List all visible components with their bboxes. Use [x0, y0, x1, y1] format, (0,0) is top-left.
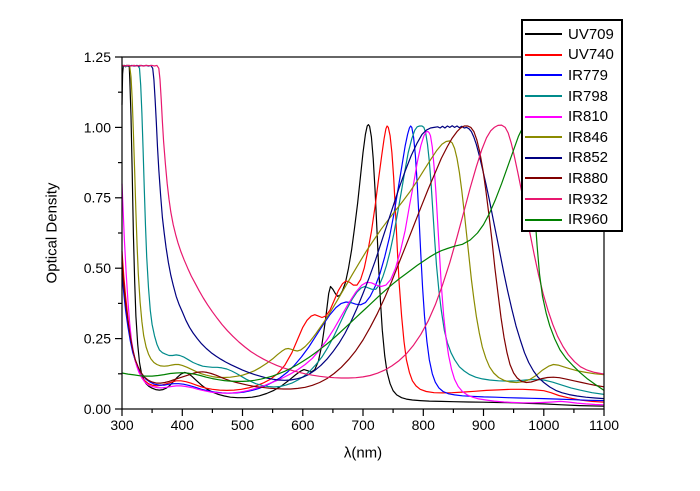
y-axis-label: Optical Density — [43, 182, 61, 284]
legend-label: UV709 — [568, 25, 614, 43]
x-tick-label: 600 — [291, 417, 315, 433]
legend-item-IR852: IR852 — [523, 148, 621, 169]
x-axis-label: λ(nm) — [343, 444, 383, 462]
y-tick-label: 1.25 — [84, 49, 111, 65]
legend-swatch — [525, 33, 562, 36]
y-tick-label: 1.00 — [84, 119, 111, 135]
legend-label: IR779 — [568, 66, 609, 84]
legend-swatch — [525, 156, 562, 159]
legend: UV709 UV740 IR779 IR798 IR810 IR846 IR852 IR880… — [521, 19, 623, 232]
legend-label: IR852 — [568, 149, 609, 167]
x-tick-label: 900 — [472, 417, 496, 433]
legend-item-UV709: UV709 — [523, 24, 621, 45]
x-tick-label: 800 — [412, 417, 436, 433]
legend-label: IR798 — [568, 87, 609, 105]
legend-item-IR880: IR880 — [523, 168, 621, 189]
y-tick-label: 0.50 — [84, 260, 111, 276]
legend-swatch — [525, 177, 562, 180]
legend-item-IR932: IR932 — [523, 189, 621, 210]
x-tick-label: 400 — [171, 417, 195, 433]
legend-swatch — [525, 53, 562, 56]
legend-item-IR846: IR846 — [523, 127, 621, 148]
series-line-IR779 — [121, 125, 605, 402]
x-tick-label: 300 — [110, 417, 134, 433]
legend-item-UV740: UV740 — [523, 45, 621, 66]
series-line-IR798 — [121, 64, 605, 395]
x-tick-label: 1000 — [528, 417, 559, 433]
legend-label: IR880 — [568, 169, 609, 187]
legend-label: IR960 — [568, 211, 609, 229]
legend-swatch — [525, 74, 562, 77]
legend-item-IR779: IR779 — [523, 65, 621, 86]
legend-swatch — [525, 136, 562, 139]
legend-label: UV740 — [568, 46, 614, 64]
series-line-IR932 — [121, 64, 605, 379]
series-line-IR852 — [121, 64, 605, 400]
legend-item-IR810: IR810 — [523, 106, 621, 127]
series-line-IR880 — [121, 125, 605, 390]
legend-swatch — [525, 198, 562, 201]
series-line-IR846 — [121, 64, 605, 384]
y-tick-label: 0.25 — [84, 331, 111, 347]
series-line-UV740 — [121, 125, 605, 403]
legend-swatch — [525, 115, 562, 118]
legend-item-IR960: IR960 — [523, 209, 621, 230]
series-line-IR810 — [121, 131, 605, 406]
legend-item-IR798: IR798 — [523, 86, 621, 107]
x-tick-label: 1100 — [589, 417, 619, 433]
x-tick-label: 500 — [231, 417, 255, 433]
legend-label: IR810 — [568, 108, 609, 126]
legend-label: IR846 — [568, 128, 609, 146]
x-tick-label: 700 — [351, 417, 375, 433]
legend-swatch — [525, 95, 562, 98]
y-tick-label: 0.75 — [84, 190, 111, 206]
legend-label: IR932 — [568, 190, 609, 208]
legend-swatch — [525, 218, 562, 221]
y-tick-label: 0.00 — [84, 401, 111, 417]
